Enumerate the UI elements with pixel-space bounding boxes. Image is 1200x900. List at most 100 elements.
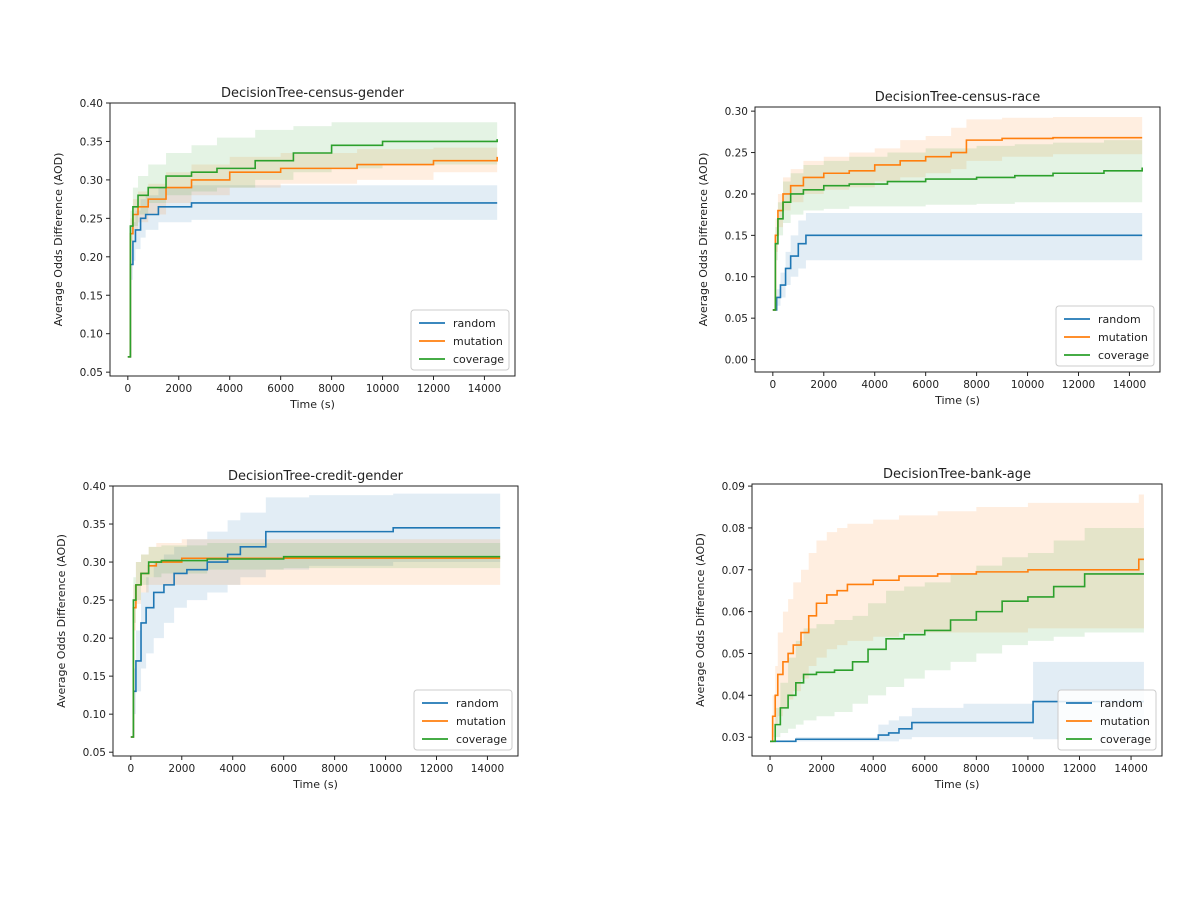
- band-mutation: [770, 494, 1144, 742]
- legend-label-random: random: [453, 317, 496, 330]
- y-tick-label: 0.10: [80, 329, 103, 341]
- plot-area: [772, 116, 1143, 311]
- x-axis-label: Time (s): [934, 778, 980, 791]
- x-tick-label: 4000: [216, 383, 243, 395]
- x-tick-label: 10000: [1011, 763, 1044, 775]
- band-coverage: [770, 523, 1144, 742]
- legend-label-random: random: [1098, 313, 1141, 326]
- legend-box: [1055, 305, 1155, 367]
- x-tick-label: 10000: [369, 763, 402, 775]
- y-axis-label: Average Odds Difference (AOD): [52, 153, 65, 327]
- x-tick-label: 0: [127, 763, 134, 775]
- x-tick-label: 6000: [267, 383, 294, 395]
- y-axis-label: Average Odds Difference (AOD): [697, 153, 710, 327]
- y-tick-label: 0.03: [722, 732, 745, 744]
- x-tick-label: 8000: [318, 383, 345, 395]
- line-mutation: [772, 136, 1143, 311]
- x-tick-label: 2000: [168, 763, 195, 775]
- band-coverage: [127, 122, 498, 357]
- plot-area: [127, 122, 498, 358]
- band-random: [130, 493, 501, 737]
- axes-frame: [109, 102, 516, 377]
- line-coverage: [127, 139, 498, 358]
- y-tick-label: 0.20: [80, 252, 103, 264]
- x-tick-label: 4000: [219, 763, 246, 775]
- x-tick-label: 14000: [471, 763, 504, 775]
- y-tick-label: 0.05: [80, 367, 103, 379]
- y-tick-label: 0.04: [722, 690, 746, 702]
- chart-panel-4: 0 2000 4000 6000 8000 10000 12000 14000 0.03 0.04…: [694, 467, 1163, 791]
- legend: random mutation coverage: [1055, 305, 1155, 367]
- y-tick-label: 0.25: [80, 213, 103, 225]
- y-tick-label: 0.25: [83, 595, 106, 607]
- x-tick-label: 8000: [963, 379, 990, 391]
- y-tick-label: 0.30: [83, 557, 106, 569]
- y-tick-label: 0.35: [83, 519, 106, 531]
- y-tick-label: 0.05: [725, 313, 748, 325]
- axes-frame: [751, 483, 1163, 757]
- y-tick-label: 0.06: [722, 607, 746, 619]
- x-tick-label: 0: [769, 379, 776, 391]
- y-tick-label: 0.00: [725, 355, 748, 367]
- x-tick-label: 10000: [1011, 379, 1044, 391]
- legend-label-random: random: [1100, 697, 1143, 710]
- legend-label-mutation: mutation: [1100, 715, 1150, 728]
- x-axis-label: Time (s): [292, 778, 338, 791]
- x-tick-label: 0: [124, 383, 131, 395]
- legend: random mutation coverage: [410, 309, 510, 371]
- y-tick-label: 0.10: [725, 272, 748, 284]
- x-tick-label: 14000: [1113, 379, 1146, 391]
- axes-frame: [754, 106, 1161, 373]
- x-tick-label: 6000: [911, 763, 938, 775]
- y-tick-label: 0.09: [722, 481, 745, 493]
- y-tick-label: 0.40: [83, 481, 106, 493]
- line-coverage: [130, 555, 501, 738]
- y-tick-label: 0.08: [722, 523, 745, 535]
- y-tick-label: 0.30: [725, 106, 748, 118]
- line-random: [130, 527, 501, 738]
- y-tick-label: 0.05: [83, 747, 106, 759]
- y-axis-label: Average Odds Difference (AOD): [55, 534, 68, 708]
- chart-panel-1: 0 2000 4000 6000 8000 10000 12000 14000 0.05 0.10…: [52, 86, 516, 411]
- band-random: [772, 213, 1143, 310]
- x-tick-label: 4000: [861, 379, 888, 391]
- x-tick-label: 14000: [468, 383, 501, 395]
- line-random: [772, 234, 1143, 311]
- y-tick-label: 0.30: [80, 175, 103, 187]
- y-tick-label: 0.10: [83, 709, 106, 721]
- y-tick-label: 0.35: [80, 136, 103, 148]
- x-tick-label: 12000: [417, 383, 450, 395]
- chart-panel-2: 0 2000 4000 6000 8000 10000 12000 14000 0.00 0.05…: [697, 90, 1161, 407]
- chart-title: DecisionTree-bank-age: [883, 467, 1031, 482]
- x-axis-label: Time (s): [934, 394, 980, 407]
- y-tick-label: 0.15: [80, 290, 103, 302]
- chart-title: DecisionTree-census-race: [875, 90, 1040, 105]
- y-tick-label: 0.25: [725, 148, 748, 160]
- x-tick-label: 14000: [1114, 763, 1147, 775]
- chart-title: DecisionTree-credit-gender: [228, 469, 404, 484]
- x-tick-label: 4000: [860, 763, 887, 775]
- x-tick-label: 6000: [912, 379, 939, 391]
- plot-area: [130, 493, 501, 738]
- chart-panel-3: 0 2000 4000 6000 8000 10000 12000 14000 0.05 0.10…: [55, 469, 519, 791]
- legend-label-random: random: [456, 697, 499, 710]
- x-tick-label: 2000: [808, 763, 835, 775]
- legend-label-coverage: coverage: [456, 733, 507, 746]
- band-mutation: [127, 147, 498, 357]
- x-axis-label: Time (s): [289, 398, 335, 411]
- line-coverage: [770, 573, 1144, 743]
- y-tick-label: 0.15: [725, 230, 748, 242]
- x-tick-label: 8000: [963, 763, 990, 775]
- x-tick-label: 2000: [165, 383, 192, 395]
- legend-label-coverage: coverage: [1100, 733, 1151, 746]
- legend-label-mutation: mutation: [456, 715, 506, 728]
- legend-label-mutation: mutation: [453, 335, 503, 348]
- y-tick-label: 0.20: [83, 633, 106, 645]
- line-mutation: [770, 558, 1144, 743]
- x-tick-label: 12000: [420, 763, 453, 775]
- legend-box: [413, 689, 513, 751]
- x-tick-label: 8000: [321, 763, 348, 775]
- x-tick-label: 0: [767, 763, 774, 775]
